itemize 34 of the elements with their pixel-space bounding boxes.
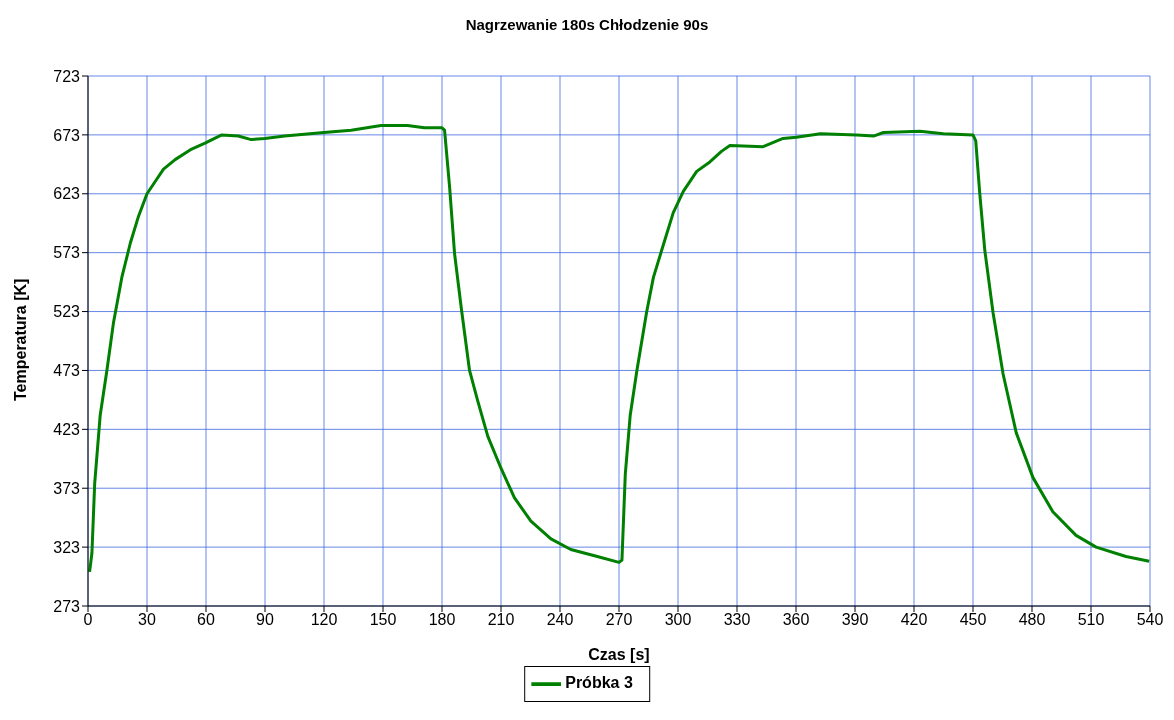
y-tick-label: 423	[53, 421, 81, 439]
legend-label: Próbka 3	[565, 674, 633, 692]
x-tick-label: 420	[900, 611, 928, 629]
x-tick-label: 390	[841, 611, 869, 629]
x-tick-label: 90	[256, 611, 274, 629]
y-tick-label: 323	[53, 538, 81, 556]
y-tick-label: 273	[53, 597, 81, 615]
y-tick-label: 723	[53, 67, 81, 85]
y-tick-label: 573	[53, 244, 81, 262]
x-tick-label: 0	[83, 611, 93, 629]
x-tick-label: 180	[428, 611, 456, 629]
x-tick-label: 360	[782, 611, 810, 629]
x-tick-label: 330	[723, 611, 751, 629]
x-axis-title: Czas [s]	[588, 646, 650, 663]
x-tick-label: 120	[310, 611, 338, 629]
y-tick-label: 473	[53, 362, 81, 380]
x-tick-label: 300	[664, 611, 692, 629]
x-tick-label: 240	[546, 611, 574, 629]
y-tick-label: 623	[53, 185, 81, 203]
y-tick-label: 673	[53, 126, 81, 144]
x-tick-label: 30	[138, 611, 156, 629]
x-tick-label: 210	[487, 611, 515, 629]
x-tick-label: 60	[197, 611, 215, 629]
x-tick-label: 150	[369, 611, 397, 629]
x-tick-label: 510	[1077, 611, 1105, 629]
x-tick-label: 540	[1136, 611, 1164, 629]
y-axis-title: Temperatura [K]	[11, 278, 29, 401]
x-tick-label: 450	[959, 611, 987, 629]
y-tick-label: 373	[53, 479, 81, 497]
y-tick-label: 523	[53, 303, 81, 321]
chart-title: Nagrzewanie 180s Chłodzenie 90s	[464, 16, 710, 33]
x-tick-label: 480	[1018, 611, 1046, 629]
line-series	[88, 123, 1150, 574]
x-tick-label: 270	[605, 611, 633, 629]
